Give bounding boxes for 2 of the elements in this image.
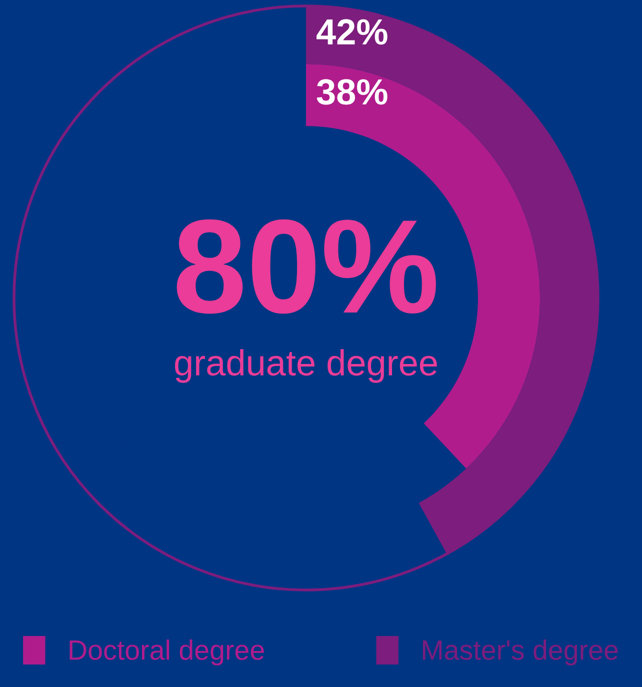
legend-label: Master's degree: [422, 640, 618, 666]
legend-label: Doctoral degree: [70, 640, 264, 666]
